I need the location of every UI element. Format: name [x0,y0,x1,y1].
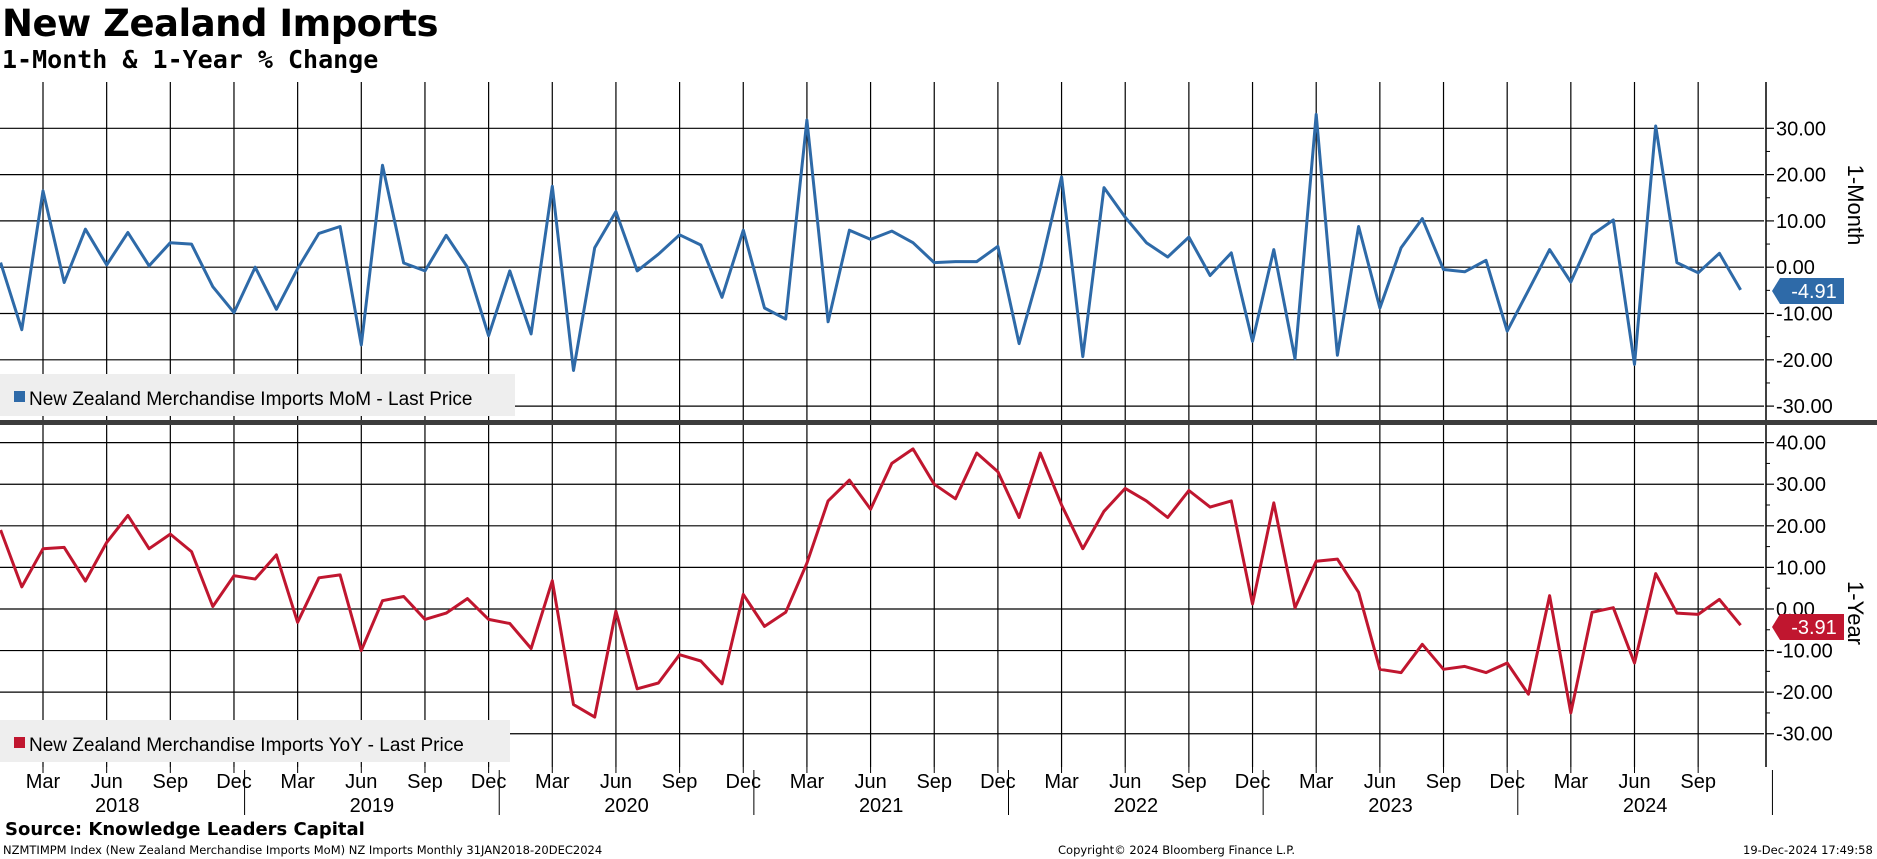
axes: -30.00 -20.00 -10.00 0.00 10.00 20.00 30.00 -30… [0,82,1877,817]
timestamp: 19-Dec-2024 17:49:58 [1743,843,1873,857]
mom-ytick-label: -30.00 [1776,396,1833,418]
month-tick-label: Jun [1109,771,1141,793]
month-tick-label: Mar [26,771,61,793]
yoy-series-line [0,447,1742,719]
year-label: 2022 [1114,795,1159,817]
copyright-note: Copyright© 2024 Bloomberg Finance L.P. [1058,843,1295,857]
index-description: NZMTIMPM Index (New Zealand Merchandise … [3,843,603,857]
legend-mom-label: New Zealand Merchandise Imports MoM - La… [29,389,473,410]
chart-title: New Zealand Imports [2,2,439,45]
yoy-ytick-label: -20.00 [1776,682,1833,704]
mom-ytick-label: -10.00 [1776,304,1833,326]
yoy-ytick-label: -30.00 [1776,724,1833,746]
month-tick-label: Dec [1489,771,1525,793]
year-label: 2019 [350,795,395,817]
month-tick-label: Dec [216,771,252,793]
month-tick-label: Sep [153,771,189,793]
yoy-ytick-label: 40.00 [1776,433,1826,455]
month-tick-label: Mar [1044,771,1079,793]
mom-last-value-tag: -4.91 [1772,278,1844,304]
mom-ytick-label: 10.00 [1776,211,1826,233]
month-tick-label: Mar [1299,771,1334,793]
mom-axis-title: 1-Month [1843,165,1868,246]
legend-yoy-label: New Zealand Merchandise Imports YoY - La… [29,735,464,756]
source-note: Source: Knowledge Leaders Capital [5,819,365,840]
yoy-ytick-label: 20.00 [1776,516,1826,538]
year-label: 2018 [95,795,140,817]
month-tick-label: Sep [1171,771,1207,793]
year-label: 2024 [1623,795,1668,817]
month-tick-label: Dec [725,771,761,793]
yoy-ytick-label: 10.00 [1776,557,1826,579]
month-tick-label: Jun [91,771,123,793]
legend-yoy-swatch [14,737,25,748]
month-tick-label: Mar [1554,771,1589,793]
mom-ytick-label: 0.00 [1776,257,1815,279]
month-tick-label: Jun [1364,771,1396,793]
series-layer [0,112,1742,719]
mom-last-value: -4.91 [1791,281,1837,303]
month-tick-label: Dec [1235,771,1271,793]
yoy-ytick-label: 30.00 [1776,474,1826,496]
mom-ytick-label: -20.00 [1776,350,1833,372]
mom-series-line [0,112,1742,372]
month-tick-label: Mar [535,771,570,793]
month-tick-label: Jun [600,771,632,793]
yoy-last-value-tag: -3.91 [1772,614,1844,640]
month-tick-label: Dec [471,771,507,793]
legend-mom: New Zealand Merchandise Imports MoM - La… [0,374,515,416]
legend-mom-swatch [14,391,25,402]
yoy-axis-title: 1-Year [1843,581,1868,645]
month-tick-label: Sep [662,771,698,793]
month-tick-label: Mar [790,771,825,793]
month-tick-label: Jun [1618,771,1650,793]
month-tick-label: Jun [345,771,377,793]
month-tick-label: Sep [407,771,443,793]
month-tick-label: Dec [980,771,1016,793]
month-tick-label: Mar [280,771,315,793]
month-tick-label: Sep [916,771,952,793]
month-tick-label: Jun [854,771,886,793]
panel-separator [0,420,1877,425]
yoy-ytick-label: -10.00 [1776,641,1833,663]
month-tick-label: Sep [1680,771,1716,793]
month-tick-label: Sep [1426,771,1462,793]
year-label: 2021 [859,795,904,817]
year-label: 2020 [604,795,649,817]
legend-yoy: New Zealand Merchandise Imports YoY - La… [0,720,510,762]
yoy-last-value: -3.91 [1791,617,1837,639]
chart-subtitle: 1-Month & 1-Year % Change [2,45,379,74]
mom-ytick-label: 30.00 [1776,118,1826,140]
year-label: 2023 [1368,795,1413,817]
mom-ytick-label: 20.00 [1776,165,1826,187]
